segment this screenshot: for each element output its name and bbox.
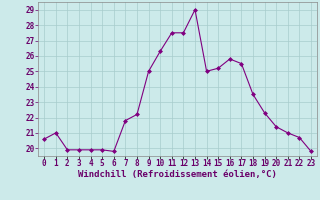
X-axis label: Windchill (Refroidissement éolien,°C): Windchill (Refroidissement éolien,°C) <box>78 170 277 179</box>
